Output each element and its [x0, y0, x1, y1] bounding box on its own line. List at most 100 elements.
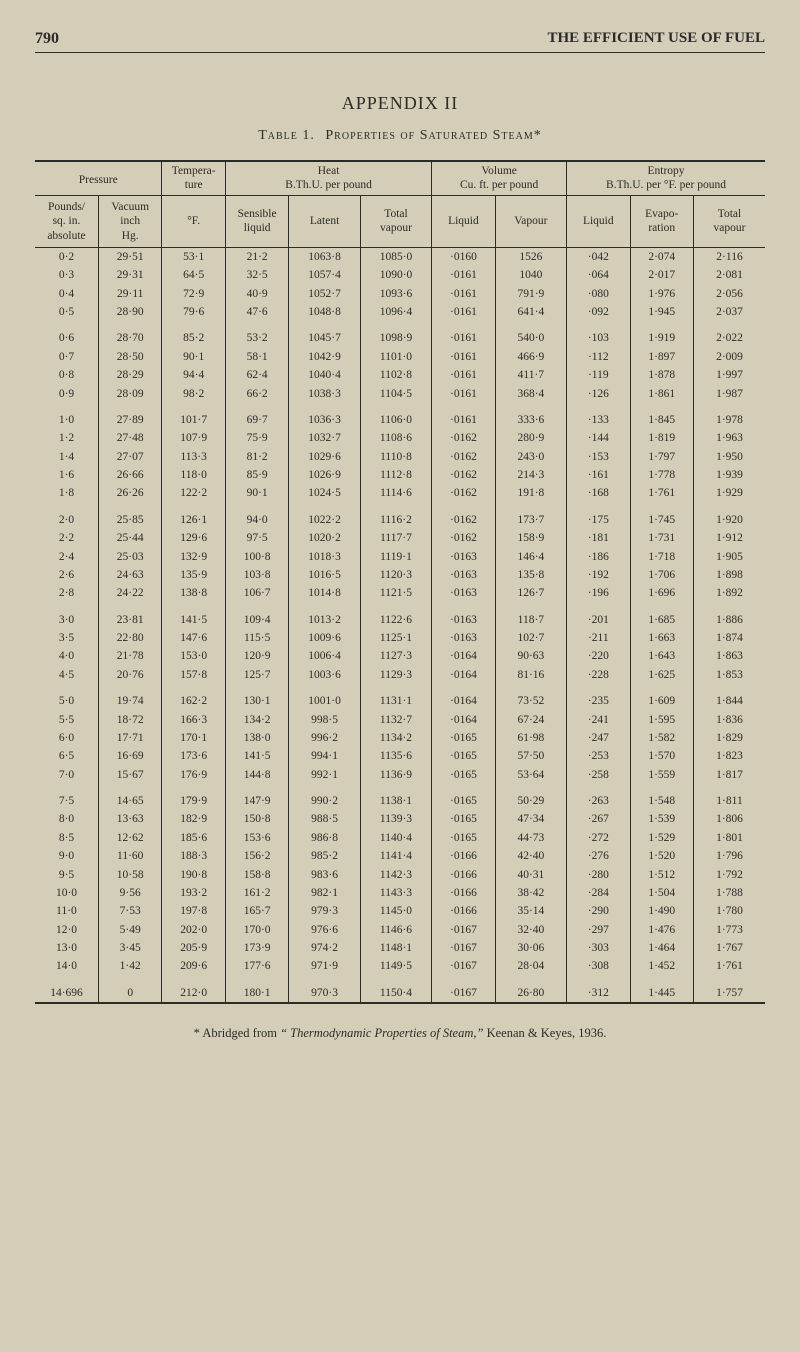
table-cell: 0·9: [35, 385, 98, 403]
table-cell: ·0163: [432, 548, 495, 566]
table-cell: 1·761: [630, 484, 693, 502]
table-cell: 1·767: [694, 939, 766, 957]
table-cell: ·103: [567, 321, 630, 347]
col-header-vacuum: Vacuum inch Hg.: [98, 195, 161, 247]
table-cell: 1·912: [694, 529, 766, 547]
table-cell: ·280: [567, 866, 630, 884]
group-header-temp: Tempera- ture: [162, 161, 225, 195]
table-row: 2·225·44129·697·51020·21117·7·0162158·9·…: [35, 529, 765, 547]
table-row: 0·329·3164·532·51057·41090·0·01611040·06…: [35, 266, 765, 284]
table-cell: ·153: [567, 448, 630, 466]
table-cell: 1·529: [630, 829, 693, 847]
table-cell: 161·2: [225, 884, 288, 902]
table-row: 3·522·80147·6115·51009·61125·1·0163102·7…: [35, 629, 765, 647]
table-cell: 205·9: [162, 939, 225, 957]
table-cell: 170·1: [162, 729, 225, 747]
table-cell: 44·73: [495, 829, 566, 847]
table-cell: 1146·6: [360, 921, 431, 939]
table-cell: 173·7: [495, 503, 566, 529]
table-cell: 0·4: [35, 285, 98, 303]
table-cell: ·272: [567, 829, 630, 847]
table-row: 2·025·85126·194·01022·21116·2·0162173·7·…: [35, 503, 765, 529]
table-cell: 158·9: [495, 529, 566, 547]
table-cell: 2·081: [694, 266, 766, 284]
table-cell: ·0167: [432, 921, 495, 939]
table-cell: 1·745: [630, 503, 693, 529]
table-cell: 7·53: [98, 902, 161, 920]
table-cell: 1·2: [35, 429, 98, 447]
table-cell: 1052·7: [289, 285, 360, 303]
table-cell: 1096·4: [360, 303, 431, 321]
table-cell: 1014·8: [289, 584, 360, 602]
table-cell: 1138·1: [360, 784, 431, 810]
table-cell: ·0166: [432, 866, 495, 884]
table-cell: 11·60: [98, 847, 161, 865]
table-cell: 1·696: [630, 584, 693, 602]
table-cell: 53·2: [225, 321, 288, 347]
table-cell: 135·8: [495, 566, 566, 584]
col-header-sensible: Sensible liquid: [225, 195, 288, 247]
table-cell: 1040·4: [289, 366, 360, 384]
table-cell: 1·778: [630, 466, 693, 484]
table-cell: 90·63: [495, 647, 566, 665]
table-cell: 1020·2: [289, 529, 360, 547]
table-cell: 992·1: [289, 766, 360, 784]
table-cell: ·161: [567, 466, 630, 484]
table-cell: 1·845: [630, 403, 693, 429]
table-cell: 1141·4: [360, 847, 431, 865]
table-cell: 53·1: [162, 247, 225, 266]
table-cell: ·235: [567, 684, 630, 710]
table-cell: 5·49: [98, 921, 161, 939]
table-row: 9·510·58190·8158·8983·61142·3·016640·31·…: [35, 866, 765, 884]
table-cell: 1029·6: [289, 448, 360, 466]
table-cell: 158·8: [225, 866, 288, 884]
table-cell: 23·81: [98, 603, 161, 629]
table-cell: 1038·3: [289, 385, 360, 403]
table-cell: 1117·7: [360, 529, 431, 547]
table-cell: 1·945: [630, 303, 693, 321]
table-cell: 191·8: [495, 484, 566, 502]
table-cell: 3·0: [35, 603, 98, 629]
table-cell: 1102·8: [360, 366, 431, 384]
table-cell: 985·2: [289, 847, 360, 865]
table-cell: ·220: [567, 647, 630, 665]
table-cell: 182·9: [162, 810, 225, 828]
table-cell: 1·861: [630, 385, 693, 403]
table-cell: 26·80: [495, 976, 566, 1003]
col-header-degf: °F.: [162, 195, 225, 247]
table-cell: 1036·3: [289, 403, 360, 429]
table-cell: 1127·3: [360, 647, 431, 665]
table-cell: 12·62: [98, 829, 161, 847]
table-cell: 1·886: [694, 603, 766, 629]
table-cell: 0·3: [35, 266, 98, 284]
table-cell: ·0165: [432, 766, 495, 784]
table-cell: 2·6: [35, 566, 98, 584]
table-row: 14·6960212·0180·1970·31150·4·016726·80·3…: [35, 976, 765, 1003]
table-cell: ·284: [567, 884, 630, 902]
table-cell: 0·8: [35, 366, 98, 384]
table-cell: 6·0: [35, 729, 98, 747]
table-cell: 1104·5: [360, 385, 431, 403]
table-cell: 29·31: [98, 266, 161, 284]
table-cell: 0·2: [35, 247, 98, 266]
table-cell: 40·9: [225, 285, 288, 303]
table-cell: 28·04: [495, 957, 566, 975]
table-cell: 0·6: [35, 321, 98, 347]
table-cell: 1134·2: [360, 729, 431, 747]
table-cell: 193·2: [162, 884, 225, 902]
table-cell: ·0166: [432, 847, 495, 865]
table-cell: 1·801: [694, 829, 766, 847]
table-cell: 67·24: [495, 711, 566, 729]
table-cell: 1·898: [694, 566, 766, 584]
table-cell: 982·1: [289, 884, 360, 902]
table-cell: ·0167: [432, 976, 495, 1003]
table-cell: 73·52: [495, 684, 566, 710]
table-cell: 1·997: [694, 366, 766, 384]
table-cell: 177·6: [225, 957, 288, 975]
table-cell: 122·2: [162, 484, 225, 502]
table-cell: 72·9: [162, 285, 225, 303]
table-cell: 57·50: [495, 747, 566, 765]
table-cell: 150·8: [225, 810, 288, 828]
table-cell: 1·817: [694, 766, 766, 784]
table-cell: 15·67: [98, 766, 161, 784]
